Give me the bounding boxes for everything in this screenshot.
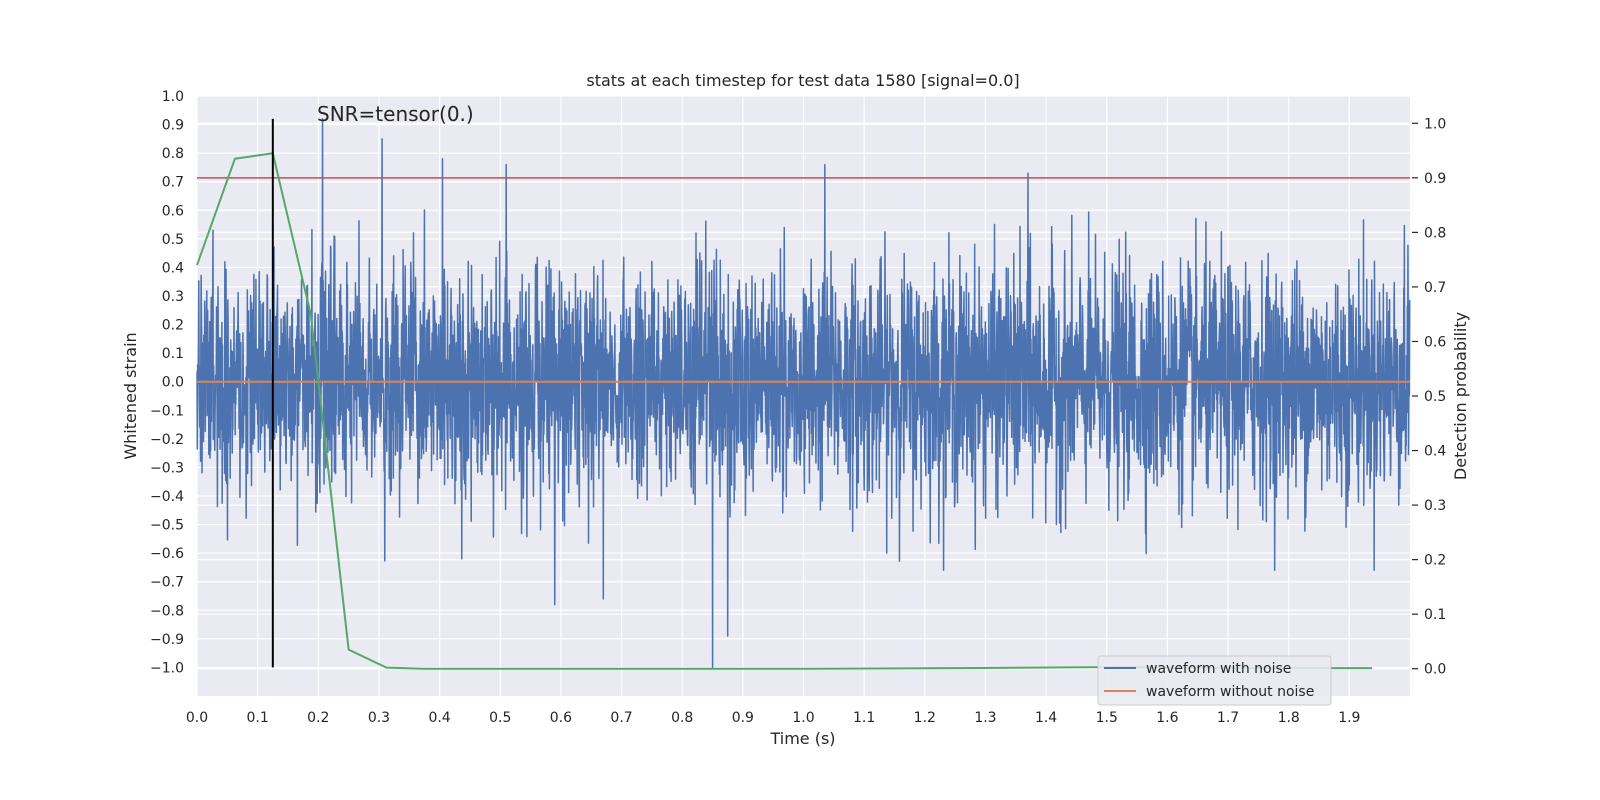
y2-tick-label: 0.5 bbox=[1424, 389, 1446, 405]
y2-tick-label: 0.8 bbox=[1424, 225, 1446, 241]
y-tick-label: 0.1 bbox=[162, 346, 184, 362]
y-tick-label: 0.8 bbox=[162, 146, 184, 162]
x-tick-label: 1.5 bbox=[1096, 710, 1118, 726]
x-tick-label: 0.6 bbox=[550, 710, 572, 726]
y-tick-label: −0.4 bbox=[150, 489, 184, 505]
x-tick-label: 0.1 bbox=[247, 710, 269, 726]
y2-tick-label: 0.7 bbox=[1424, 280, 1446, 296]
y-tick-label: 1.0 bbox=[162, 89, 184, 105]
series-layer bbox=[196, 118, 1411, 670]
x-tick-label: 0.7 bbox=[610, 710, 632, 726]
y2-tick-label: 0.4 bbox=[1424, 444, 1446, 460]
y-tick-label: 0.0 bbox=[162, 375, 184, 391]
y-tick-label: 0.2 bbox=[162, 318, 184, 334]
y-tick-label: −1.0 bbox=[150, 660, 184, 676]
x-tick-label: 1.2 bbox=[914, 710, 936, 726]
y-tick-label: −0.6 bbox=[150, 546, 184, 562]
chart-title: stats at each timestep for test data 158… bbox=[586, 71, 1019, 90]
y-tick-label: 0.4 bbox=[162, 260, 184, 276]
x-axis-ticks: 0.0 0.1 0.2 0.3 0.4 0.5 0.6 0.7 0.8 0.9 1.0 1.1 1.2 1… bbox=[186, 710, 1361, 726]
x-tick-label: 0.8 bbox=[671, 710, 693, 726]
y-tick-label: 0.3 bbox=[162, 289, 184, 305]
legend-box bbox=[1097, 655, 1332, 706]
series-waveform-with-noise bbox=[196, 118, 1411, 669]
x-tick-label: 1.1 bbox=[853, 710, 875, 726]
y2-tick-label: 0.3 bbox=[1424, 498, 1446, 514]
x-tick-label: 1.9 bbox=[1338, 710, 1360, 726]
legend-label-without-noise: waveform without noise bbox=[1146, 684, 1314, 700]
y2-axis-label: Detection probability bbox=[1451, 312, 1470, 480]
x-tick-label: 1.8 bbox=[1278, 710, 1300, 726]
y2-tick-label: 0.2 bbox=[1424, 553, 1446, 569]
series-detection-probability bbox=[196, 152, 1373, 670]
y2-tick-label: 1.0 bbox=[1424, 116, 1446, 132]
y-tick-label: 0.5 bbox=[162, 232, 184, 248]
y-tick-label: 0.7 bbox=[162, 175, 184, 191]
legend: waveform with noise waveform without noi… bbox=[1097, 655, 1332, 706]
x-tick-label: 0.2 bbox=[307, 710, 329, 726]
x-axis-label: Time (s) bbox=[769, 729, 835, 748]
y-tick-label: −0.7 bbox=[150, 575, 184, 591]
y2-tick-label: 0.0 bbox=[1424, 662, 1446, 678]
x-tick-label: 1.6 bbox=[1156, 710, 1178, 726]
x-tick-label: 1.0 bbox=[792, 710, 814, 726]
y2-tick-label: 0.6 bbox=[1424, 334, 1446, 350]
legend-label-with-noise: waveform with noise bbox=[1146, 661, 1291, 677]
x-tick-label: 1.4 bbox=[1035, 710, 1057, 726]
y-tick-label: −0.3 bbox=[150, 460, 184, 476]
x-tick-label: 1.3 bbox=[974, 710, 996, 726]
x-tick-label: 0.9 bbox=[732, 710, 754, 726]
snr-annotation: SNR=tensor(0.) bbox=[317, 102, 474, 126]
x-tick-label: 1.7 bbox=[1217, 710, 1239, 726]
y-tick-label: −0.9 bbox=[150, 632, 184, 648]
y2-tick-label: 0.1 bbox=[1424, 607, 1446, 623]
y-tick-label: −0.2 bbox=[150, 432, 184, 448]
x-tick-label: 0.5 bbox=[489, 710, 511, 726]
y-tick-label: −0.5 bbox=[150, 518, 184, 534]
y-axis-ticks: 1.0 0.9 0.8 0.7 0.6 0.5 0.4 0.3 0.2 0.1 0.0 −0.1 −0.… bbox=[150, 89, 184, 676]
y-axis-label: Whitened strain bbox=[121, 332, 140, 459]
x-tick-label: 0.4 bbox=[428, 710, 450, 726]
y-tick-label: −0.1 bbox=[150, 403, 184, 419]
y-tick-label: 0.9 bbox=[162, 118, 184, 134]
y2-axis-ticks: 1.0 0.9 0.8 0.7 0.6 0.5 0.4 0.3 0.2 0.1 0.0 bbox=[1412, 116, 1446, 678]
y2-tick-label: 0.9 bbox=[1424, 171, 1446, 187]
y-tick-label: −0.8 bbox=[150, 603, 184, 619]
y-tick-label: 0.6 bbox=[162, 203, 184, 219]
x-tick-label: 0.0 bbox=[186, 710, 208, 726]
x-tick-label: 0.3 bbox=[368, 710, 390, 726]
